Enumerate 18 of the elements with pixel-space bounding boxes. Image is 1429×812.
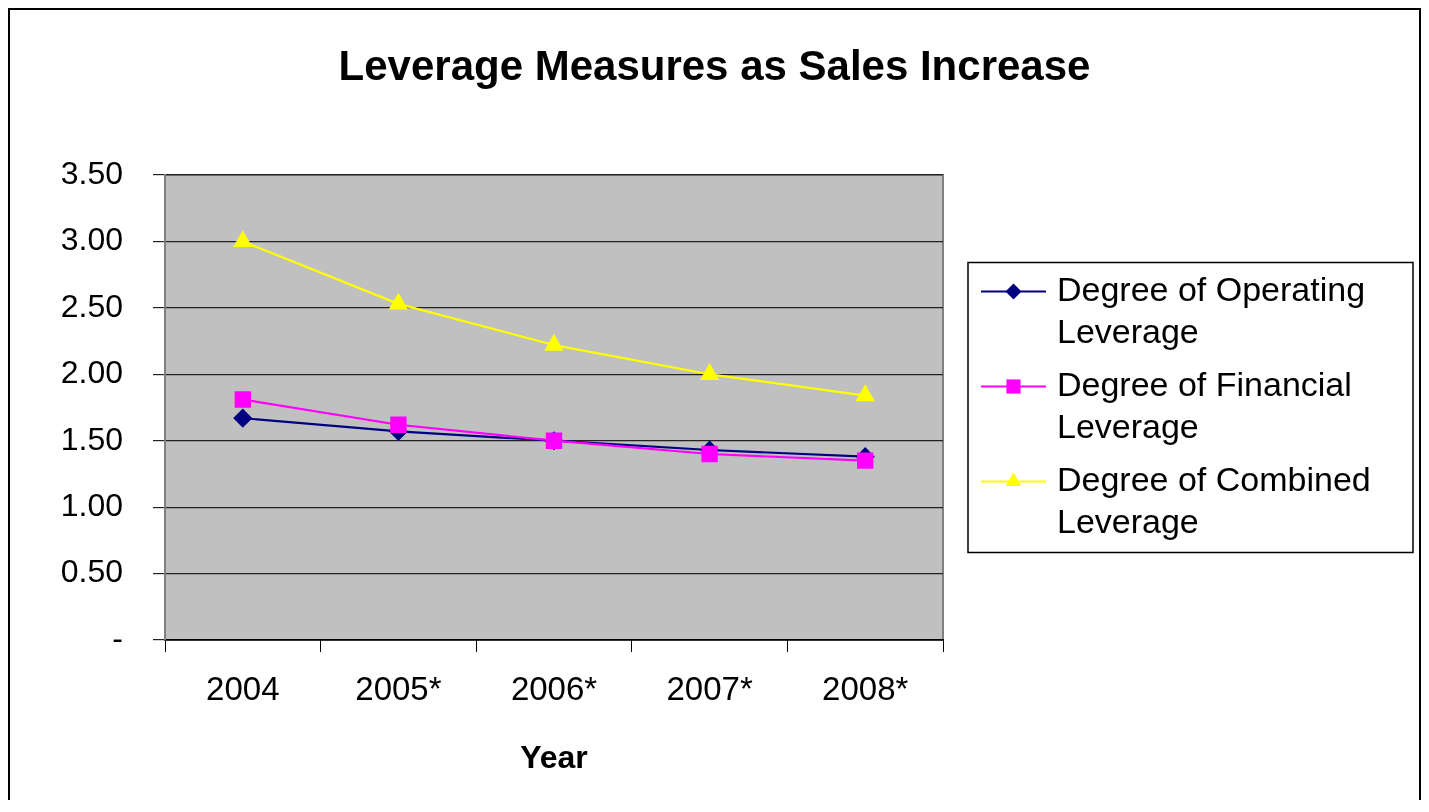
y-tick-label: 0.50	[60, 553, 123, 590]
y-tick-label: 3.50	[60, 154, 123, 191]
y-tick-label: 2.00	[60, 354, 123, 391]
y-tick-label: 2.50	[60, 287, 123, 324]
x-tick-label: 2005*	[355, 669, 442, 707]
legend-label: Degree of Financial Leverage	[1057, 364, 1352, 445]
chart-title: Leverage Measures as Sales Increase	[338, 41, 1091, 89]
legend-label: Degree of Combined Leverage	[1057, 459, 1371, 540]
y-tick-label: 3.00	[60, 221, 123, 258]
x-tick-label: 2004	[206, 669, 280, 707]
y-tick-label: -	[112, 619, 123, 656]
y-tick-label: 1.50	[60, 420, 123, 457]
x-tick-label: 2006*	[510, 669, 598, 707]
y-tick-label: 1.00	[60, 486, 123, 523]
x-axis-title: Year	[520, 738, 588, 775]
x-tick-label: 2007*	[666, 669, 753, 707]
x-tick-label: 2008*	[822, 669, 909, 707]
legend-label: Degree of Operating Leverage	[1057, 269, 1366, 350]
